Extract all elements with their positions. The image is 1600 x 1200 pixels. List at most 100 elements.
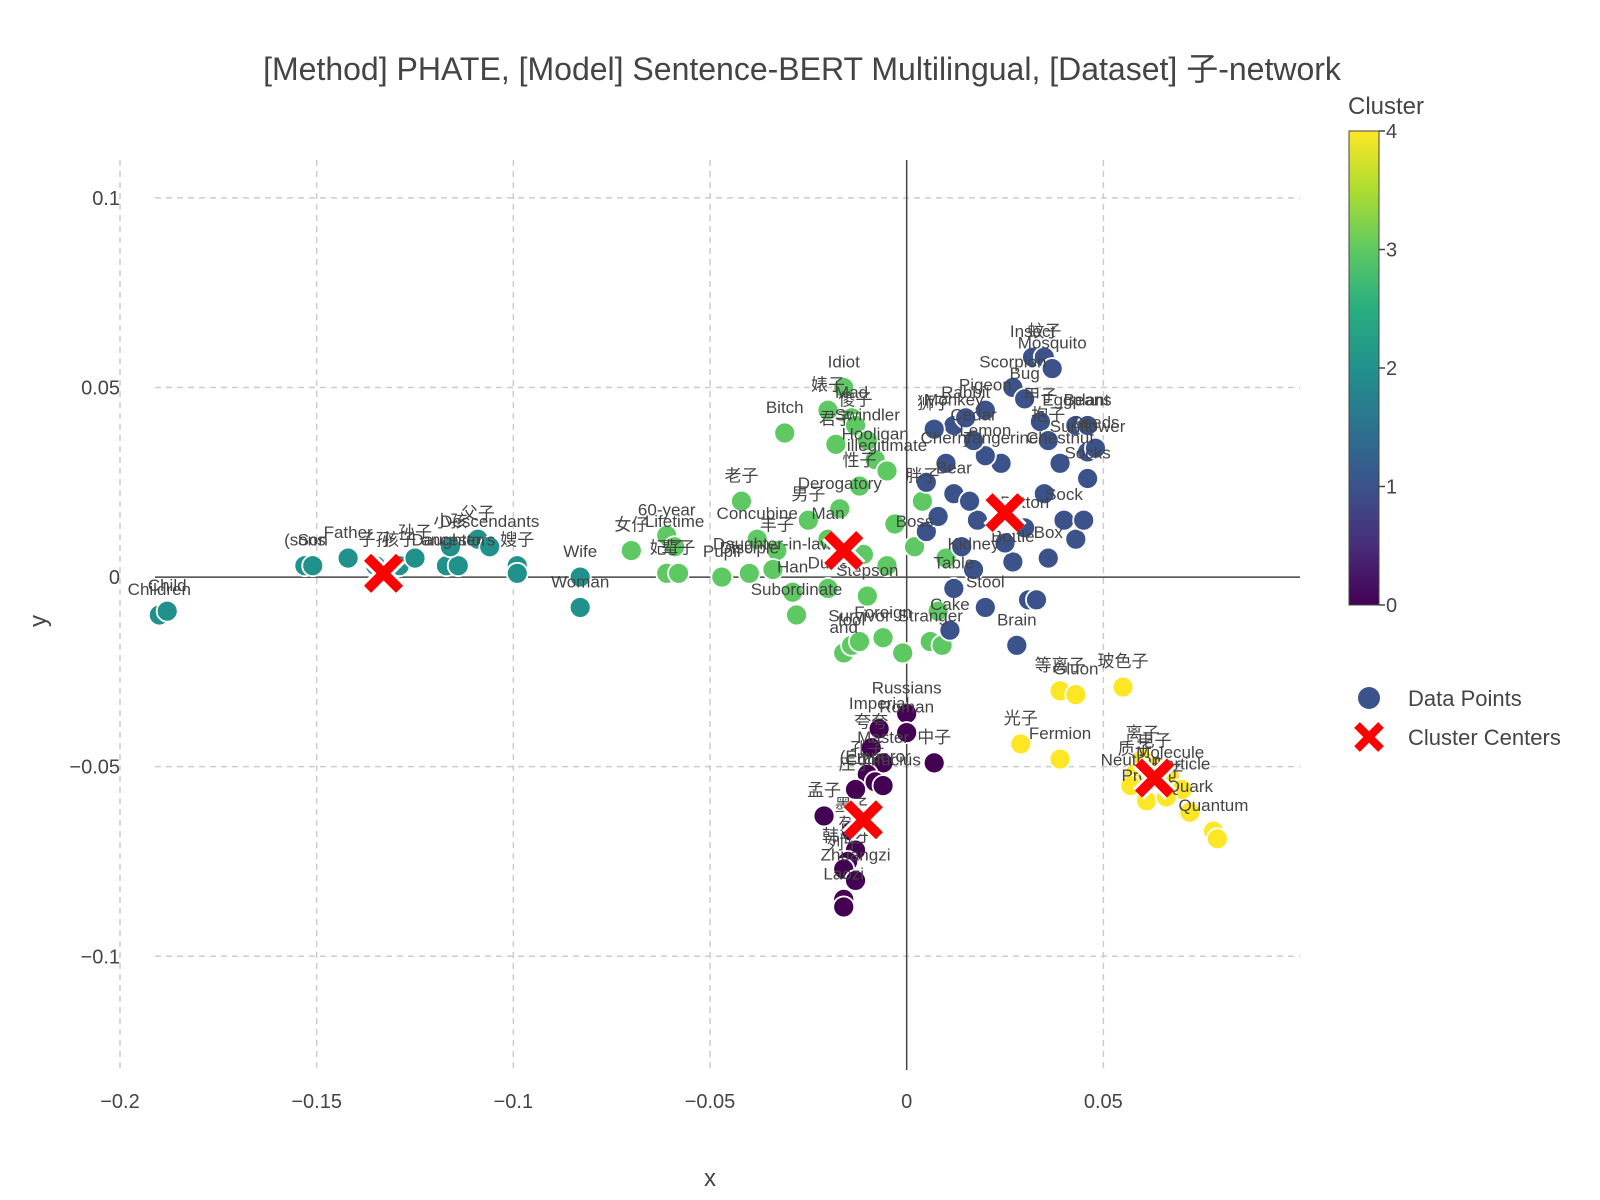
point-label: Quark <box>1167 777 1214 796</box>
data-point <box>993 531 1017 555</box>
data-point <box>478 535 502 559</box>
point-label: Woman <box>551 572 609 591</box>
data-point <box>926 505 950 528</box>
point-label: 蚊子 <box>1027 322 1061 341</box>
point-label: 狮子 <box>917 394 951 413</box>
point-label: 60-year <box>638 500 696 519</box>
point-label: Lemon <box>959 421 1011 440</box>
point-label: 傻子 <box>839 390 873 409</box>
point-label: Lifetime <box>645 512 705 531</box>
point-label: (sons <box>284 531 326 550</box>
data-point <box>962 558 985 581</box>
point-label: Han <box>777 557 808 576</box>
data-point <box>922 751 946 775</box>
point-label: Boss <box>896 512 934 531</box>
data-point <box>438 535 462 559</box>
data-point <box>871 774 895 798</box>
data-point <box>781 580 804 604</box>
colorbar-tick-label: 3 <box>1386 240 1397 262</box>
legend-data-points-label: Data Points <box>1408 686 1522 711</box>
point-label: 孩子 <box>382 531 416 550</box>
y-axis-title: y <box>25 615 52 627</box>
colorbar: Cluster 0 1 2 3 4 <box>1348 93 1424 617</box>
legend-cluster-centers-label: Cluster Centers <box>1408 725 1561 750</box>
point-label: Wife <box>563 542 597 561</box>
colorbar-tick-label: 0 <box>1386 595 1397 617</box>
data-point <box>619 539 643 562</box>
data-point <box>903 535 926 559</box>
point-label: Kidney <box>948 535 1000 554</box>
data-point <box>824 432 848 456</box>
data-point <box>737 561 761 585</box>
axes <box>155 160 1300 1070</box>
point-label: Stepson <box>836 561 898 580</box>
x-tick-label: 0 <box>901 1091 912 1113</box>
data-point <box>1025 588 1048 612</box>
point-label: Mosquito <box>1018 334 1087 353</box>
point-label: Subordinate <box>751 580 843 599</box>
point-label: Daughter-in-law <box>713 535 834 554</box>
data-point <box>914 470 938 494</box>
y-tick-label: 0.1 <box>92 188 120 210</box>
point-label: 电子 <box>1137 732 1171 751</box>
point-label: 老子 <box>724 466 758 485</box>
data-point <box>828 497 852 521</box>
point-labels: ChildrenChild(sonsSonFather子孙孩子孙子Daughte… <box>128 322 1249 883</box>
x-tick-label: −0.1 <box>494 1091 533 1113</box>
point-label: Children <box>128 580 191 599</box>
point-label: 子孙 <box>359 531 393 550</box>
point-label: 孔子 <box>850 739 884 758</box>
data-point <box>1005 633 1029 657</box>
data-point <box>844 778 867 801</box>
point-label: Foreign <box>854 603 912 622</box>
point-label: Cedar <box>950 406 997 425</box>
data-point <box>1206 827 1229 851</box>
data-point <box>1076 467 1099 490</box>
data-point <box>1001 550 1025 574</box>
data-point <box>745 527 769 551</box>
point-label: (Emperor <box>840 747 911 766</box>
point-label: Bitch <box>766 398 804 417</box>
data-point <box>962 429 985 452</box>
data-point <box>1036 546 1060 570</box>
point-label: Concubine <box>717 504 798 523</box>
point-label: 小孩 <box>433 512 467 531</box>
x-tick-label: −0.2 <box>100 1091 139 1113</box>
data-point <box>942 577 966 600</box>
data-point <box>871 751 895 775</box>
data-point <box>155 599 179 623</box>
data-point <box>785 603 808 627</box>
point-label: Gluon <box>1053 660 1098 679</box>
data-point <box>1048 747 1072 771</box>
point-label: 父子 <box>461 504 495 523</box>
data-point <box>848 474 871 498</box>
data-point <box>859 736 883 760</box>
y-tick-label: 0.05 <box>81 378 120 400</box>
point-label: 质子 <box>1118 739 1152 758</box>
point-label: 胖子 <box>905 466 939 485</box>
point-label: Idiot <box>828 353 860 372</box>
point-label: Child <box>148 576 187 595</box>
data-point <box>568 596 592 619</box>
point-label: Socks <box>1064 444 1110 463</box>
point-label: Chestnut <box>1026 428 1094 447</box>
point-label: 女仔 <box>614 516 648 535</box>
colorbar-tick-label: 4 <box>1386 121 1397 143</box>
data-point <box>883 512 907 536</box>
point-label: 中子 <box>917 728 951 747</box>
data-point <box>1076 414 1099 437</box>
point-label: Disciple <box>720 538 780 557</box>
data-point <box>1064 527 1088 551</box>
point-label: Cake <box>930 595 970 614</box>
colorbar-tick-label: 2 <box>1386 358 1397 380</box>
point-label: 丰子 <box>760 516 794 535</box>
x-tick-label: 0.05 <box>1084 1091 1123 1113</box>
data-point <box>773 421 797 445</box>
data-point <box>855 429 879 452</box>
x-axis-title: x <box>704 1165 716 1192</box>
data-point <box>844 414 867 437</box>
data-point <box>1009 732 1033 756</box>
point-label: Box <box>1034 523 1064 542</box>
point-label: Imperial <box>849 694 909 713</box>
